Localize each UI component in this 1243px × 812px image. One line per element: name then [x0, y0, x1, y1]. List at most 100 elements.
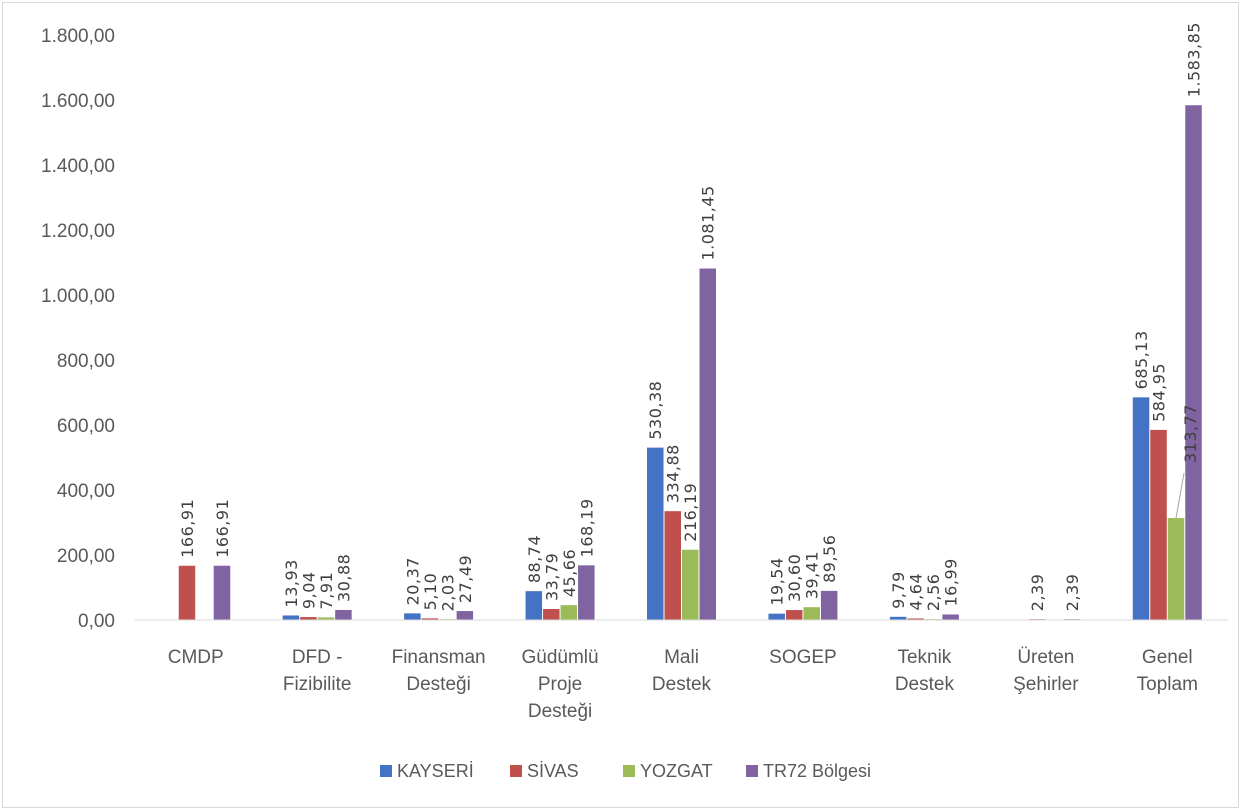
bar [664, 511, 681, 620]
y-tick-label: 800,00 [57, 351, 115, 372]
data-label: 16,99 [942, 558, 961, 606]
data-label: 166,91 [213, 499, 232, 558]
category-label-line: Üreten [1017, 647, 1074, 668]
y-tick-label: 200,00 [57, 546, 115, 567]
bar [456, 611, 474, 620]
legend-label: SİVAS [527, 761, 579, 781]
data-label: 27,49 [456, 555, 475, 603]
data-label: 5,10 [421, 573, 440, 611]
bar [178, 565, 196, 620]
bar [768, 613, 785, 620]
category-label-line: Güdümlü [522, 647, 599, 668]
category-label-line: CMDP [168, 647, 224, 668]
data-label: 2,03 [438, 574, 457, 612]
category-label: Finansman Desteği [392, 647, 486, 695]
bar [560, 605, 578, 620]
category-label: Teknik Destek [895, 647, 955, 695]
bar [317, 617, 335, 620]
data-label: 2,56 [924, 574, 943, 612]
bar [942, 614, 959, 620]
y-tick-label: 1.000,00 [41, 286, 115, 307]
bar [525, 591, 543, 620]
category-label-line: Mali [664, 647, 699, 668]
bar [1132, 397, 1150, 620]
bar [421, 618, 439, 620]
y-tick-label: 1.400,00 [41, 156, 115, 177]
bar [889, 616, 907, 620]
bar [803, 607, 820, 620]
data-label: 19,54 [768, 557, 787, 605]
legend-label: KAYSERİ [397, 761, 474, 781]
data-label: 1.081,45 [699, 185, 718, 260]
bar [578, 565, 595, 620]
category-label: Üreten Şehirler [1013, 647, 1079, 695]
data-label: 2,39 [1028, 574, 1047, 612]
data-label: 166,91 [178, 499, 197, 558]
category-label-line: Genel [1142, 647, 1193, 668]
legend-label: YOZGAT [640, 761, 713, 781]
bar [213, 565, 231, 620]
bar [1185, 105, 1202, 620]
category-label: CMDP [168, 647, 224, 668]
bar [282, 615, 300, 620]
data-label: 13,93 [282, 559, 301, 607]
category-label-line: Proje [538, 674, 582, 695]
data-label: 9,04 [299, 571, 318, 609]
bar [820, 590, 838, 620]
category-label-line: Fizibilite [283, 674, 352, 695]
leader-lines [1175, 472, 1185, 519]
category-label-line: Teknik [897, 647, 951, 668]
category-label: SOGEP [769, 647, 837, 668]
category-label-line: Destek [652, 674, 712, 695]
y-tick-label: 600,00 [57, 416, 115, 437]
bar [1150, 429, 1167, 620]
category-label: Mali Destek [652, 647, 712, 695]
data-label: 313,77 [1181, 404, 1200, 463]
data-label: 4,64 [907, 573, 926, 611]
data-label: 30,88 [334, 554, 353, 602]
data-label: 1.583,85 [1185, 22, 1204, 97]
data-label: 39,41 [803, 551, 822, 599]
category-label-line: DFD - [292, 647, 343, 668]
bars [178, 105, 1202, 620]
legend-swatch [623, 765, 635, 777]
y-axis: 0,00 200,00 400,00 600,00 800,00 1.000,00 1.20… [41, 26, 115, 632]
legend-swatch [746, 765, 758, 777]
data-label: 7,91 [317, 572, 336, 610]
category-label-line: Toplam [1137, 674, 1198, 695]
data-label: 168,19 [577, 498, 596, 557]
category-label-line: Şehirler [1013, 674, 1079, 695]
legend: KAYSERİ SİVAS YOZGAT TR72 Bölgesi [380, 761, 871, 781]
bar [682, 549, 699, 620]
data-label: 88,74 [525, 535, 544, 583]
data-label: 45,66 [560, 549, 579, 597]
y-tick-label: 1.800,00 [41, 26, 115, 47]
legend-swatch [510, 765, 522, 777]
bar [404, 613, 421, 620]
data-label: 334,88 [664, 444, 683, 503]
bar [335, 609, 352, 620]
data-label: 216,19 [681, 483, 700, 542]
data-label: 89,56 [820, 535, 839, 583]
category-label: DFD - Fizibilite [283, 647, 352, 695]
y-tick-label: 1.200,00 [41, 221, 115, 242]
bar [1167, 518, 1185, 620]
data-label: 2,39 [1063, 574, 1082, 612]
data-labels: 13,93 20,37 88,74 530,38 19,54 9,79 685,13 166,… [178, 22, 1204, 611]
data-label: 530,38 [646, 381, 665, 440]
category-label-line: Desteği [528, 701, 592, 722]
category-label-line: SOGEP [769, 647, 837, 668]
category-label-line: Finansman [392, 647, 486, 668]
y-tick-label: 1.600,00 [41, 91, 115, 112]
y-tick-label: 0,00 [78, 611, 115, 632]
bar [785, 610, 803, 620]
leader-line [1175, 472, 1185, 519]
bar [647, 447, 664, 620]
bar [300, 617, 317, 620]
data-label: 33,79 [542, 553, 561, 601]
y-tick-label: 400,00 [57, 481, 115, 502]
bar [907, 618, 924, 620]
data-label: 20,37 [403, 557, 422, 605]
